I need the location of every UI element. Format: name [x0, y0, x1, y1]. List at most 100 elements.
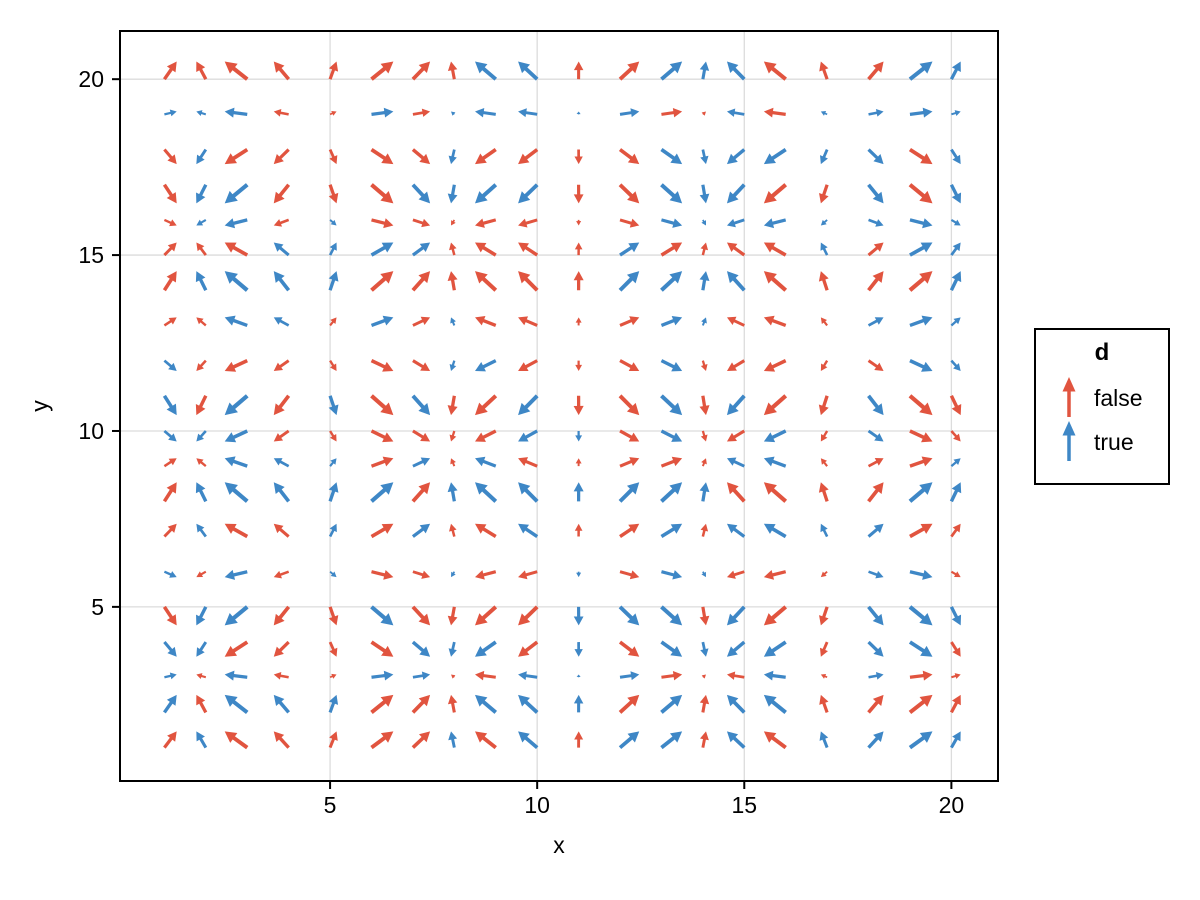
- vector-arrow-head: [380, 482, 394, 495]
- vector-arrow: [475, 570, 497, 580]
- vector-arrow-head: [820, 242, 828, 251]
- vector-arrow-shaft: [732, 605, 746, 620]
- vector-arrow: [447, 482, 458, 502]
- vector-arrow-head: [166, 192, 177, 204]
- vector-arrow-head: [419, 242, 431, 252]
- vector-arrow: [763, 183, 788, 204]
- vector-arrow-head: [475, 482, 488, 495]
- vector-arrow-shaft: [619, 359, 633, 369]
- vector-arrow: [660, 456, 683, 468]
- vector-arrow-shaft: [164, 111, 172, 116]
- vector-arrow: [518, 640, 539, 657]
- vector-arrow: [726, 482, 746, 503]
- vector-arrow: [370, 731, 394, 750]
- vector-arrow: [949, 482, 962, 503]
- vector-arrow-shaft: [867, 277, 880, 292]
- vector-arrow-head: [954, 673, 961, 679]
- vector-arrow: [518, 429, 538, 442]
- vector-arrow-shaft: [771, 218, 787, 226]
- vector-arrow-head: [953, 458, 961, 466]
- vector-arrow-head: [726, 242, 738, 252]
- vector-arrow-head: [380, 731, 394, 743]
- vector-arrow: [329, 110, 337, 116]
- vector-arrow-head: [224, 107, 235, 118]
- vector-arrow-shaft: [481, 487, 498, 503]
- vector-arrow-head: [873, 523, 884, 534]
- vector-arrow-head: [573, 194, 584, 204]
- vector-arrow-head: [669, 731, 683, 743]
- vector-arrow-shaft: [198, 701, 208, 714]
- vector-arrow: [699, 271, 710, 291]
- vector-arrow-head: [224, 218, 236, 229]
- vector-arrow-head: [820, 317, 828, 324]
- vector-arrow-shaft: [619, 459, 633, 468]
- vector-arrow-shaft: [732, 183, 746, 198]
- vector-arrow-shaft: [867, 700, 880, 714]
- vector-arrow: [573, 184, 584, 204]
- vector-arrow-head: [818, 404, 829, 416]
- vector-arrow-head: [626, 402, 640, 416]
- vector-arrow: [451, 571, 456, 578]
- vector-arrow-head: [518, 108, 527, 118]
- vector-arrow-shaft: [412, 218, 424, 225]
- vector-arrow: [449, 360, 457, 372]
- vector-arrow-shaft: [619, 429, 633, 439]
- vector-arrow-shaft: [822, 148, 829, 159]
- vector-arrow-head: [671, 456, 683, 467]
- vector-arrow-head: [763, 694, 777, 707]
- vector-arrow-shaft: [451, 529, 456, 537]
- vector-arrow-head: [381, 523, 394, 534]
- vector-arrow: [950, 458, 961, 468]
- vector-arrow-head: [273, 523, 284, 534]
- vector-arrow-shaft: [909, 218, 925, 226]
- vector-arrow: [162, 271, 177, 292]
- vector-arrow-head: [819, 155, 828, 165]
- vector-arrow-head: [872, 191, 884, 204]
- vector-arrow-shaft: [660, 276, 676, 292]
- vector-arrow-head: [449, 242, 457, 251]
- vector-arrow-head: [224, 361, 237, 372]
- vector-arrow-head: [726, 153, 738, 165]
- vector-arrow-shaft: [771, 459, 787, 468]
- vector-arrow-shaft: [199, 528, 207, 538]
- vector-arrow-head: [922, 569, 933, 580]
- vector-arrow-head: [330, 571, 337, 578]
- vector-arrow-head: [820, 219, 827, 226]
- vector-arrow: [224, 456, 248, 468]
- y-axis-label: y: [26, 400, 53, 412]
- vector-arrow-shaft: [481, 66, 498, 81]
- vector-arrow-head: [273, 271, 285, 283]
- vector-arrow-head: [418, 613, 431, 626]
- vector-arrow: [162, 482, 177, 503]
- vector-arrow-head: [273, 694, 285, 707]
- vector-arrow: [763, 482, 788, 503]
- vector-arrow-shaft: [908, 735, 926, 750]
- vector-arrow: [224, 394, 249, 416]
- vector-arrow-shaft: [771, 526, 787, 539]
- vector-arrow-shaft: [450, 490, 456, 502]
- vector-arrow-shaft: [771, 245, 787, 257]
- vector-arrow-head: [872, 271, 884, 283]
- vector-arrow-shaft: [660, 394, 676, 410]
- vector-arrow: [412, 108, 431, 117]
- vector-arrow-shaft: [198, 68, 208, 80]
- vector-arrow-shaft: [619, 218, 633, 225]
- vector-arrow-shaft: [328, 489, 336, 502]
- vector-arrow-head: [819, 61, 829, 72]
- vector-arrow-head: [168, 433, 177, 442]
- vector-arrow: [619, 671, 640, 681]
- vector-arrow-head: [819, 647, 828, 657]
- vector-arrow-head: [383, 218, 394, 229]
- vector-arrow-head: [573, 271, 584, 281]
- vector-arrow-shaft: [278, 359, 290, 369]
- vector-arrow-shaft: [328, 278, 336, 291]
- vector-arrow-shaft: [411, 527, 425, 538]
- vector-arrow-head: [518, 362, 529, 372]
- vector-arrow-head: [726, 613, 739, 626]
- vector-arrow: [763, 429, 787, 443]
- vector-arrow-shaft: [370, 735, 387, 750]
- vector-arrow: [370, 482, 394, 503]
- vector-arrow-shaft: [232, 110, 248, 116]
- vector-arrow-head: [818, 482, 829, 493]
- vector-arrow: [273, 317, 290, 327]
